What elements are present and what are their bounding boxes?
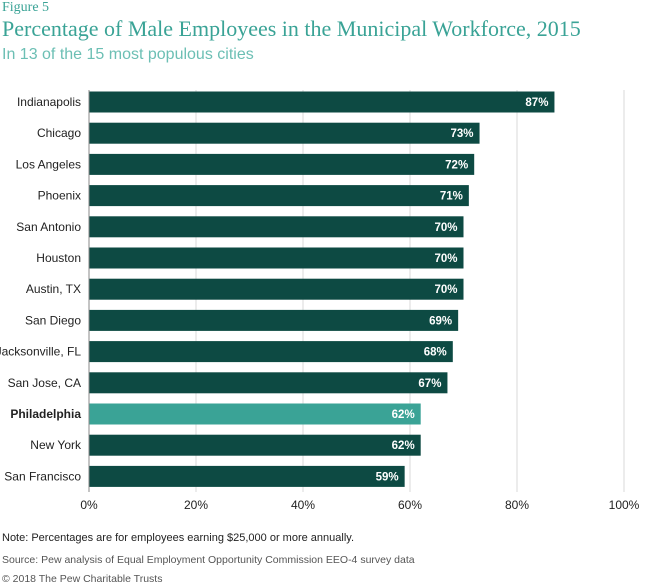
x-tick-label: 20%: [184, 498, 208, 512]
bar: [89, 372, 448, 394]
value-label: 70%: [434, 222, 457, 234]
category-label: San Francisco: [4, 469, 81, 483]
copyright-notice: © 2018 The Pew Charitable Trusts: [2, 573, 163, 585]
category-label: Jacksonville, FL: [0, 345, 81, 359]
value-label: 70%: [434, 253, 457, 265]
bar: [89, 434, 421, 456]
category-label: San Antonio: [16, 220, 81, 234]
category-label: Phoenix: [38, 189, 81, 203]
value-label: 71%: [440, 191, 463, 203]
category-label: San Jose, CA: [8, 376, 81, 390]
bar: [89, 403, 421, 425]
x-tick-label: 0%: [80, 498, 98, 512]
value-label: 67%: [418, 378, 441, 390]
bar: [89, 91, 555, 113]
chart-subtitle: In 13 of the 15 most populous cities: [2, 46, 254, 63]
category-label: Los Angeles: [16, 157, 81, 171]
value-label: 73%: [451, 128, 474, 140]
bar-chart: Indianapolis 87% Chicago 73% Los Angeles 72% P…: [0, 90, 640, 512]
value-label: 70%: [434, 284, 457, 296]
chart-source: Source: Pew analysis of Equal Employment…: [2, 554, 415, 566]
value-label: 62%: [392, 409, 415, 421]
figure-label: Figure 5: [2, 0, 50, 15]
value-label: 69%: [429, 315, 452, 327]
category-label: San Diego: [25, 313, 81, 327]
x-tick-label: 80%: [505, 498, 529, 512]
bar: [89, 341, 453, 363]
bar: [89, 216, 464, 238]
chart-title: Percentage of Male Employees in the Muni…: [2, 16, 581, 41]
value-label: 62%: [392, 440, 415, 452]
value-label: 87%: [525, 97, 548, 109]
x-tick-label: 40%: [291, 498, 315, 512]
x-tick-label: 60%: [398, 498, 422, 512]
category-label: Indianapolis: [17, 95, 81, 109]
value-label: 72%: [445, 159, 468, 171]
bar: [89, 185, 469, 207]
category-label: Chicago: [37, 126, 81, 140]
value-label: 59%: [376, 471, 399, 483]
bar: [89, 465, 405, 487]
bar: [89, 278, 464, 300]
category-label: Houston: [36, 251, 81, 265]
bar: [89, 309, 459, 331]
value-label: 68%: [424, 347, 447, 359]
x-tick-label: 100%: [609, 498, 640, 512]
category-label: Austin, TX: [26, 282, 81, 296]
chart-note: Note: Percentages are for employees earn…: [2, 532, 355, 544]
bar: [89, 122, 480, 144]
bar: [89, 247, 464, 269]
bar: [89, 153, 475, 175]
category-label: New York: [30, 438, 82, 452]
category-label: Philadelphia: [10, 407, 81, 421]
